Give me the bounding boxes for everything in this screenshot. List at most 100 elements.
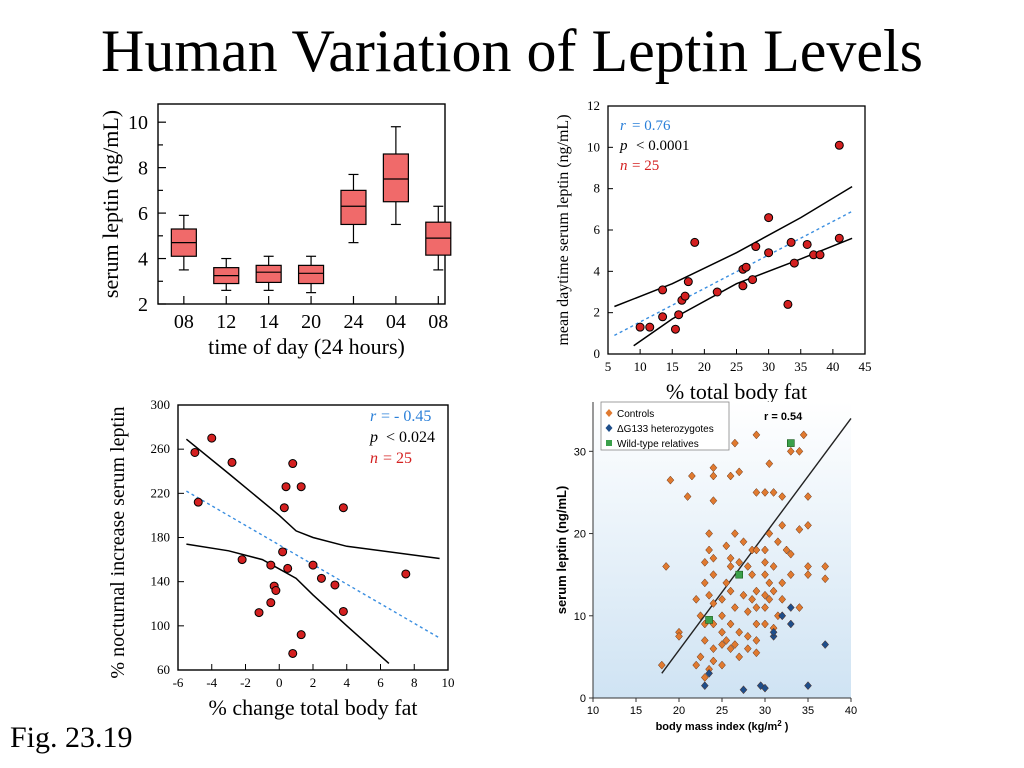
y-axis-label: serum leptin (ng/mL)	[554, 486, 569, 615]
data-point	[266, 560, 276, 570]
y-axis-label: % nocturnal increase serum leptin	[107, 406, 129, 678]
data-point-control	[795, 603, 804, 612]
data-point-control	[743, 644, 752, 654]
y-tick-label: 12	[587, 98, 600, 113]
data-point-heterozygote	[705, 668, 713, 678]
data-point	[283, 563, 293, 573]
data-point	[279, 503, 289, 513]
data-point-control	[748, 594, 756, 604]
x-axis-label: time of day (24 hours)	[208, 334, 405, 359]
data-point	[658, 285, 668, 295]
ci-upper-line	[614, 185, 853, 308]
y-tick-label: 10	[574, 611, 586, 623]
data-point-control	[743, 562, 752, 571]
y-tick-label: 4	[138, 249, 148, 271]
data-point	[764, 213, 774, 223]
data-point-control	[718, 660, 726, 670]
y-tick-label: 140	[151, 574, 171, 589]
data-point-control	[735, 652, 744, 662]
data-point-control	[705, 545, 713, 555]
data-point	[288, 459, 298, 469]
data-point-control	[778, 492, 787, 501]
x-tick-label: 15	[666, 359, 679, 374]
data-point	[738, 281, 748, 291]
data-point-heterozygote	[739, 685, 748, 695]
data-point-control	[683, 492, 692, 501]
data-point-heterozygote	[700, 681, 709, 691]
x-tick-label: 10	[442, 675, 455, 690]
data-point-control	[739, 590, 748, 600]
stat-n-label: n	[370, 450, 378, 467]
data-point-control	[795, 446, 804, 456]
data-point-control	[778, 520, 787, 530]
data-point-control	[752, 488, 761, 497]
box	[255, 264, 282, 284]
data-point	[227, 457, 237, 467]
x-tick-label: 15	[630, 705, 642, 717]
data-point-control	[743, 607, 752, 617]
data-point-control	[709, 471, 718, 481]
data-point-control	[752, 586, 761, 596]
data-point-control	[752, 430, 761, 440]
data-point-control	[726, 586, 735, 596]
stat-p-value: < 0.0001	[636, 138, 689, 154]
data-point-control	[718, 611, 726, 621]
data-point-control	[804, 492, 812, 501]
data-point	[271, 586, 281, 595]
x-tick-label: 20	[673, 705, 685, 717]
data-point	[316, 573, 326, 583]
data-point	[254, 608, 264, 618]
box	[382, 153, 409, 203]
x-tick-label: 6	[377, 675, 384, 690]
data-point-control	[752, 603, 761, 612]
x-axis-label: % change total body fat	[209, 695, 418, 720]
data-point-control	[726, 619, 735, 629]
data-point	[834, 233, 844, 243]
data-point-control	[795, 525, 804, 534]
data-point-control	[735, 557, 744, 567]
data-point-control	[722, 541, 731, 551]
data-point-heterozygote	[756, 681, 765, 691]
legend-box	[600, 401, 730, 451]
x-tick-label: 12	[216, 311, 236, 333]
y-tick-label: 0	[580, 693, 586, 705]
x-tick-label: 40	[826, 359, 839, 374]
data-point-control	[696, 652, 705, 662]
data-point-control	[769, 586, 778, 596]
data-point	[751, 242, 761, 252]
data-point	[278, 547, 288, 557]
data-point-control	[735, 627, 744, 637]
data-point-control	[726, 562, 735, 571]
data-point-control	[786, 446, 795, 456]
data-point-control	[726, 471, 735, 481]
x-tick-label: 25	[716, 705, 728, 717]
data-point	[683, 277, 693, 287]
data-point	[670, 324, 680, 334]
data-point-control	[804, 570, 812, 580]
x-tick-label: 40	[845, 705, 857, 717]
data-point	[281, 482, 291, 492]
chart-c-scatter: -6 -4 -2 0 2 4 6 8 10 60 100 140 180 220 260 300 r = - 0.…	[107, 397, 455, 720]
ci-upper-line	[185, 438, 440, 560]
x-axis-label: % total body fat	[666, 379, 807, 404]
data-point	[783, 299, 793, 309]
data-point-control	[722, 636, 731, 645]
y-tick-label: 10	[128, 112, 148, 134]
data-point-control	[786, 549, 795, 559]
y-axis-label: mean daytime serum leptin (ng/mL)	[555, 114, 572, 345]
data-point-control	[778, 594, 787, 604]
stat-n-value: = 25	[632, 158, 659, 174]
data-point-control	[821, 574, 830, 584]
x-tick-label: 35	[802, 705, 814, 717]
legend-marker	[606, 440, 612, 446]
data-point-control	[761, 590, 769, 600]
data-point-control	[743, 631, 752, 641]
data-point-control	[782, 545, 791, 555]
y-tick-label: 6	[138, 203, 148, 225]
data-point-control	[657, 660, 666, 670]
box	[297, 264, 325, 285]
stat-r-label: r	[370, 408, 377, 425]
x-tick-label: 04	[386, 311, 406, 333]
data-point	[680, 291, 690, 301]
